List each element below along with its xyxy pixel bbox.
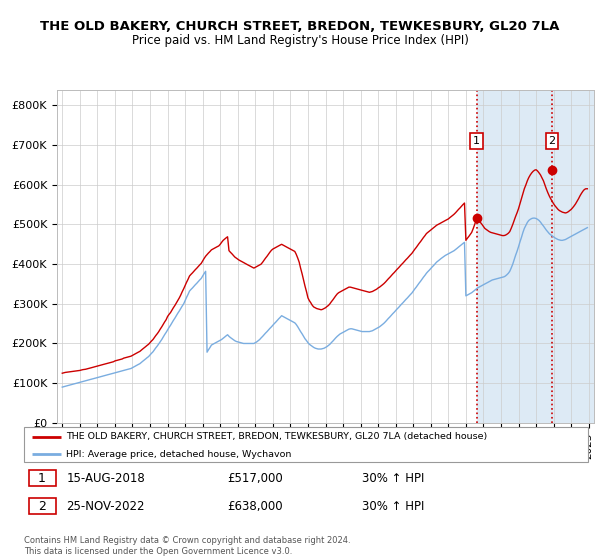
Text: 25-NOV-2022: 25-NOV-2022: [66, 500, 145, 513]
Text: 2: 2: [548, 136, 556, 146]
Text: 30% ↑ HPI: 30% ↑ HPI: [362, 500, 425, 513]
Text: Contains HM Land Registry data © Crown copyright and database right 2024.
This d: Contains HM Land Registry data © Crown c…: [24, 536, 350, 556]
Bar: [477, 90, 598, 423]
FancyBboxPatch shape: [29, 498, 56, 514]
Text: THE OLD BAKERY, CHURCH STREET, BREDON, TEWKESBURY, GL20 7LA (detached house): THE OLD BAKERY, CHURCH STREET, BREDON, T…: [66, 432, 488, 441]
Text: 15-AUG-2018: 15-AUG-2018: [66, 472, 145, 484]
Text: 1: 1: [473, 136, 480, 146]
Text: 1: 1: [38, 472, 46, 484]
Text: Price paid vs. HM Land Registry's House Price Index (HPI): Price paid vs. HM Land Registry's House …: [131, 34, 469, 46]
Text: 2: 2: [38, 500, 46, 513]
Text: 30% ↑ HPI: 30% ↑ HPI: [362, 472, 425, 484]
Text: THE OLD BAKERY, CHURCH STREET, BREDON, TEWKESBURY, GL20 7LA: THE OLD BAKERY, CHURCH STREET, BREDON, T…: [40, 20, 560, 32]
FancyBboxPatch shape: [29, 470, 56, 486]
FancyBboxPatch shape: [24, 427, 588, 462]
Text: HPI: Average price, detached house, Wychavon: HPI: Average price, detached house, Wych…: [66, 450, 292, 459]
Text: £517,000: £517,000: [227, 472, 283, 484]
Text: £638,000: £638,000: [227, 500, 283, 513]
